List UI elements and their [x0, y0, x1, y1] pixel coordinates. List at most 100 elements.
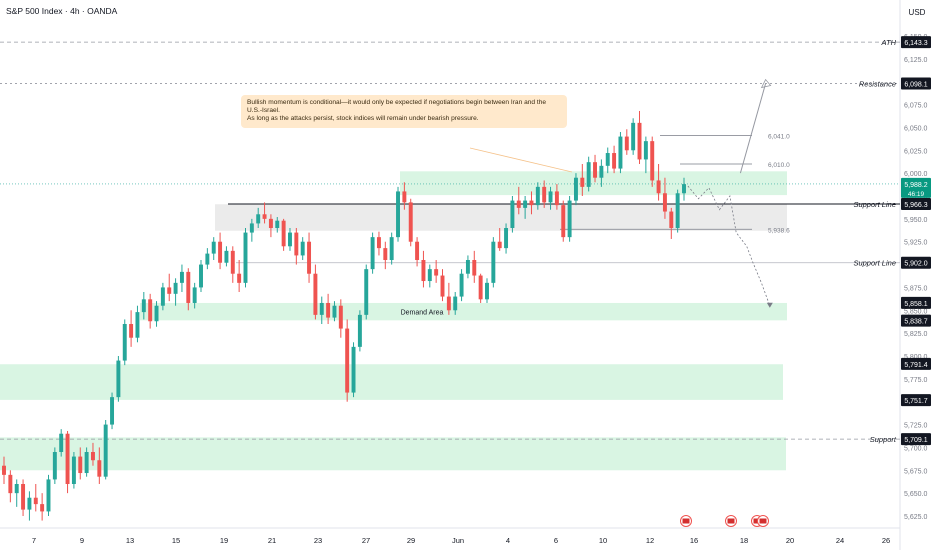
- candle-body: [2, 465, 6, 475]
- candle-body: [319, 302, 324, 315]
- candle-body: [218, 241, 223, 263]
- candle-body: [357, 314, 362, 347]
- level-price-box: [901, 256, 931, 269]
- us-flag-icon: [727, 518, 735, 524]
- candle-body: [561, 205, 566, 238]
- candle-body: [376, 237, 381, 249]
- y-tick-label: 5,925.0: [904, 240, 927, 247]
- zone-3: [0, 364, 783, 400]
- candle-body: [78, 456, 83, 474]
- y-tick-label: 6,050.0: [904, 125, 927, 132]
- candle-body: [14, 484, 19, 494]
- candle-body: [554, 191, 559, 206]
- candle-body: [281, 220, 286, 247]
- x-tick-label: 24: [836, 536, 844, 545]
- level-price-box: [901, 433, 931, 446]
- candle-body: [268, 218, 273, 228]
- analysis-note-line-1: Bullish momentum is conditional—it would…: [247, 99, 547, 115]
- candle-body: [548, 191, 553, 203]
- x-tick-label: 26: [882, 536, 890, 545]
- candle-body: [262, 214, 267, 219]
- x-tick-label: 27: [362, 536, 370, 545]
- candle-body: [459, 273, 464, 297]
- analysis-note: Bullish momentum is conditional—it would…: [241, 95, 567, 128]
- candle-body: [326, 302, 331, 318]
- candle-body: [427, 269, 432, 282]
- y-tick-label: 5,825.0: [904, 331, 927, 338]
- candle-body: [421, 260, 426, 282]
- y-tick-label: 5,875.0: [904, 285, 927, 292]
- candle-body: [148, 299, 153, 322]
- candle-body: [580, 177, 585, 187]
- candle-body: [256, 214, 261, 224]
- candle-body: [612, 153, 617, 169]
- candle-body: [59, 433, 64, 452]
- annotation-label: 6,010.0: [768, 162, 790, 169]
- candle-body: [173, 282, 178, 294]
- candle-body: [605, 153, 610, 166]
- x-tick-label: 9: [80, 536, 84, 545]
- candle-body: [40, 504, 45, 512]
- level-price-text: 6,143.3: [904, 40, 927, 47]
- candle-body: [91, 452, 95, 461]
- price-label-box: [901, 314, 931, 327]
- level-label: Support Line: [853, 200, 896, 209]
- candle-body: [313, 273, 318, 315]
- currency-label[interactable]: USD: [908, 7, 926, 17]
- current-price-box: [901, 177, 931, 198]
- x-tick-label: 6: [554, 536, 558, 545]
- candle-body: [478, 275, 483, 300]
- note-leader-line: [469, 147, 573, 173]
- candle-body: [650, 141, 655, 181]
- price-label-text: 5,751.7: [904, 398, 927, 405]
- candle-body: [332, 305, 337, 318]
- level-price-box: [901, 77, 931, 90]
- candle-body: [122, 324, 127, 361]
- candle-body: [523, 200, 528, 208]
- zone-demand-area: [140, 302, 787, 321]
- candle-body: [415, 241, 420, 260]
- candle-body: [103, 424, 108, 477]
- zone-4: [0, 437, 786, 471]
- projection-down-path: [687, 185, 771, 306]
- level-price-text: 5,709.1: [904, 437, 927, 444]
- x-tick-label: 29: [407, 536, 415, 545]
- y-tick-label: 5,950.0: [904, 217, 927, 224]
- candle-body: [465, 260, 470, 274]
- candle-body: [186, 271, 191, 303]
- y-tick-label: 5,725.0: [904, 423, 927, 430]
- candle-body: [275, 220, 280, 228]
- candle-body: [97, 460, 102, 477]
- candle-body: [300, 241, 305, 256]
- candle-body: [141, 299, 146, 313]
- y-tick-label: 5,850.0: [904, 308, 927, 315]
- candle-body: [364, 269, 369, 315]
- candle-body: [84, 452, 89, 474]
- candle-body: [675, 193, 680, 228]
- candle-body: [383, 248, 388, 260]
- candle-body: [370, 237, 375, 270]
- candle-body: [535, 186, 540, 206]
- zone-1: [215, 204, 787, 231]
- candle-body: [669, 211, 674, 228]
- candle-body: [179, 271, 184, 283]
- level-price-box: [901, 197, 931, 210]
- candle-body: [205, 253, 210, 265]
- candle-body: [46, 479, 51, 512]
- candle-body: [224, 250, 229, 263]
- candle-body: [396, 191, 400, 238]
- candle-body: [116, 360, 121, 398]
- x-tick-label: 13: [126, 536, 134, 545]
- y-tick-label: 6,025.0: [904, 148, 927, 155]
- candle-body: [573, 177, 578, 201]
- x-tick-label: 18: [740, 536, 748, 545]
- price-label-box: [901, 296, 931, 309]
- y-tick-label: 5,775.0: [904, 377, 927, 384]
- candle-body: [586, 162, 591, 187]
- candle-body: [593, 162, 597, 178]
- level-label: Resistance: [859, 79, 896, 88]
- candle-body: [497, 241, 502, 249]
- y-tick-label: 6,075.0: [904, 103, 927, 110]
- candle-body: [65, 433, 70, 484]
